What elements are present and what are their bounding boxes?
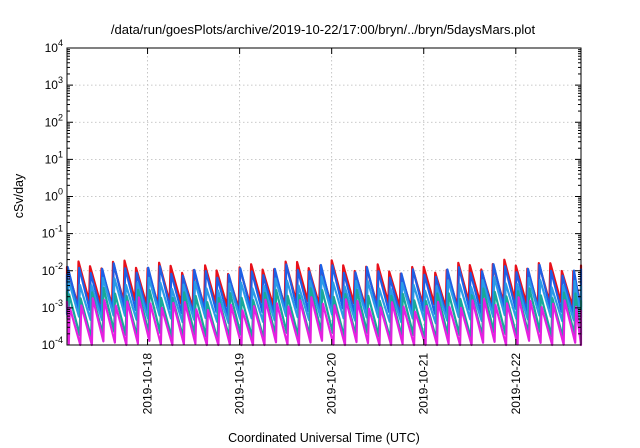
y-tick-label: 100 [45, 187, 63, 204]
y-axis-label: cSv/day [12, 173, 26, 218]
x-tick-labels: 2019-10-18 2019-10-19 2019-10-20 2019-10-21… [141, 353, 523, 415]
x-tick-label: 2019-10-18 [141, 353, 155, 415]
series-layer [65, 258, 583, 347]
y-tick-label: 102 [45, 112, 63, 129]
x-axis-label: Coordinated Universal Time (UTC) [228, 431, 420, 445]
y-tick-label: 10-2 [42, 261, 63, 278]
chart-title: /data/run/goesPlots/archive/2019-10-22/1… [111, 22, 536, 37]
y-tick-labels: 10-4 10-3 10-2 10-1 100 101 102 103 104 [42, 38, 63, 352]
y-tick-label: 10-1 [42, 224, 63, 241]
y-tick-label: 104 [45, 38, 63, 55]
y-tick-label: 101 [45, 149, 63, 166]
axis-ticks [67, 47, 581, 346]
y-tick-label: 10-3 [42, 298, 63, 315]
y-tick-label: 103 [45, 75, 63, 92]
x-tick-label: 2019-10-19 [233, 353, 247, 415]
x-tick-label: 2019-10-22 [509, 353, 523, 415]
x-tick-label: 2019-10-21 [417, 353, 431, 415]
x-tick-label: 2019-10-20 [325, 353, 339, 415]
y-tick-label: 10-4 [42, 335, 63, 352]
series-line [65, 296, 583, 347]
